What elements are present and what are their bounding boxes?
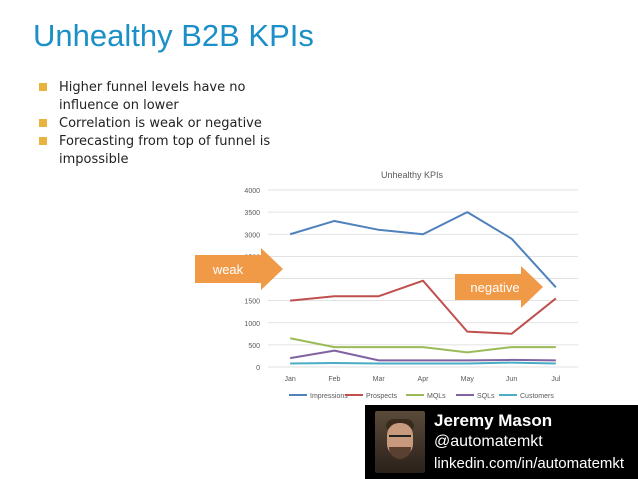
- series-line-sqls: [289, 349, 556, 362]
- bullet-text: Correlation is weak or negative: [59, 116, 262, 131]
- profile-link[interactable]: linkedin.com/in/automatemkt: [434, 455, 625, 472]
- legend-label: Impressions: [310, 393, 348, 400]
- series-line-customers: [290, 361, 556, 365]
- legend-label: MQLs: [427, 393, 446, 400]
- legend-label: Prospects: [366, 393, 398, 400]
- negative-arrow-shape: [455, 266, 543, 308]
- legend-label: Customers: [520, 393, 554, 400]
- x-tick-label: Apr: [418, 376, 430, 383]
- y-tick-label: 500: [248, 343, 260, 350]
- negative-callout-label: negative: [470, 280, 519, 295]
- y-tick-label: 3500: [244, 210, 260, 217]
- x-tick-label: Jul: [551, 376, 560, 383]
- bullet-square-icon: [39, 83, 47, 91]
- bullet-text: Forecasting from top of funnel is imposs…: [59, 134, 271, 167]
- weak-callout-arrow: weak: [195, 248, 283, 290]
- profile-banner: Jeremy Mason @automatemkt linkedin.com/i…: [365, 405, 638, 479]
- y-tick-label: 0: [256, 365, 260, 372]
- x-tick-label: Jan: [284, 376, 295, 383]
- bullet-item: Higher funnel levels have no influence o…: [38, 79, 278, 115]
- legend-label: SQLs: [477, 393, 495, 400]
- bullet-item: Correlation is weak or negative: [38, 115, 278, 133]
- bullet-item: Forecasting from top of funnel is imposs…: [38, 133, 278, 169]
- bullet-list: Higher funnel levels have no influence o…: [38, 79, 278, 169]
- negative-callout-arrow: negative: [455, 266, 543, 308]
- y-tick-label: 1000: [244, 321, 260, 328]
- x-tick-label: Jun: [506, 376, 517, 383]
- y-tick-label: 1500: [244, 299, 260, 306]
- y-tick-label: 4000: [244, 188, 260, 195]
- bullet-square-icon: [39, 137, 47, 145]
- series-line-prospects: [290, 279, 557, 335]
- slide-title: Unhealthy B2B KPIs: [33, 18, 314, 53]
- weak-callout-label: weak: [212, 262, 244, 277]
- avatar: [375, 411, 425, 473]
- bullet-square-icon: [39, 119, 47, 127]
- weak-arrow-shape: [195, 248, 283, 290]
- series-line-impressions: [289, 211, 557, 289]
- chart-title: Unhealthy KPIs: [381, 170, 444, 180]
- profile-handle[interactable]: @automatemkt: [434, 433, 543, 450]
- x-tick-label: Feb: [328, 376, 340, 383]
- x-tick-label: May: [461, 376, 475, 383]
- y-tick-label: 3000: [244, 232, 260, 239]
- x-tick-label: Mar: [373, 376, 386, 383]
- profile-name: Jeremy Mason: [434, 411, 553, 430]
- series-line-mqls: [289, 337, 556, 354]
- bullet-text: Higher funnel levels have no influence o…: [59, 80, 246, 113]
